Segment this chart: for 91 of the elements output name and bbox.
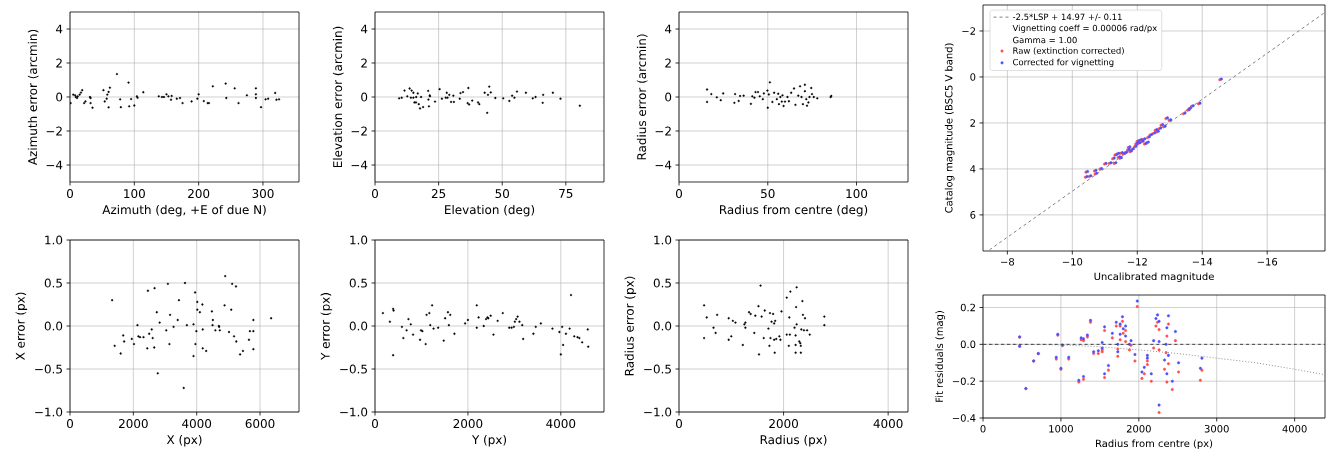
y-axis-title: Elevation error (arcmin) <box>332 26 344 168</box>
y-tick-label: 0.5 <box>349 278 367 288</box>
x-tick-label: 300 <box>252 189 274 199</box>
x-tick-label: 6000 <box>245 419 275 429</box>
y-tick-label: 4 <box>664 24 672 34</box>
x-tick-label: 2000 <box>119 419 148 429</box>
y-axis-title: Radius error (arcmin) <box>636 34 648 160</box>
y-tick-label: 4 <box>970 165 976 173</box>
x-axis-title: X (px) <box>166 434 202 447</box>
y-axis-title: Radius error (px) <box>624 276 637 376</box>
x-tick-label: 4000 <box>873 419 903 429</box>
x-tick-label: 1000 <box>1049 425 1073 433</box>
legend-label: Corrected for vignetting <box>1013 58 1114 67</box>
y-axis-title: Azimuth error (arcmin) <box>27 29 39 166</box>
y-axis-title: Fit residuals (mag) <box>935 311 945 402</box>
y-tick-label: −0.2 <box>952 377 975 385</box>
x-tick-label: −12 <box>1127 258 1147 266</box>
y-tick-label: 4 <box>55 24 63 34</box>
x-tick-label: 0 <box>66 419 74 429</box>
x-tick-label: 2000 <box>769 419 798 429</box>
y-tick-label: 0.5 <box>653 278 671 288</box>
y-tick-label: 1.0 <box>654 235 672 245</box>
x-tick-label: 0 <box>371 189 379 199</box>
y-tick-label: −1.0 <box>35 407 63 417</box>
x-axis-title: Radius from centre (px) <box>1096 439 1213 450</box>
y-tick-label: 1.0 <box>45 235 63 245</box>
x-tick-label: 0 <box>675 189 683 199</box>
x-tick-label: 0 <box>980 425 986 433</box>
y-tick-label: 0 <box>361 92 368 102</box>
annotation: Gamma = 1.00 <box>1013 36 1077 44</box>
y-tick-label: −4 <box>351 160 368 170</box>
y-tick-label: −0.5 <box>340 364 367 374</box>
y-tick-label: 0.0 <box>349 321 368 331</box>
y-tick-label: −2 <box>962 27 975 35</box>
x-tick-label: 4000 <box>182 419 212 429</box>
y-tick-label: 6 <box>970 211 976 219</box>
x-axis-title: Azimuth (deg, +E of due N) <box>102 204 266 217</box>
x-tick-label: −14 <box>1192 258 1213 266</box>
x-tick-label: 4000 <box>546 419 576 429</box>
x-tick-label: 50 <box>761 189 775 199</box>
y-axis-title: X error (px) <box>15 292 28 360</box>
y-tick-label: 0.5 <box>44 278 62 288</box>
y-tick-label: −2 <box>351 126 367 136</box>
y-tick-label: −1.0 <box>644 407 672 417</box>
x-tick-label: −10 <box>1062 258 1083 266</box>
y-tick-label: −2 <box>655 126 671 136</box>
x-tick-label: 75 <box>559 189 573 198</box>
x-axis-title: Uncalibrated magnitude <box>1094 272 1214 283</box>
y-tick-label: −0.5 <box>35 364 62 374</box>
legend-label: Raw (extinction corrected) <box>1013 47 1124 55</box>
y-tick-label: 0.0 <box>44 321 63 331</box>
y-axis-title: Y error (px) <box>320 293 333 360</box>
x-tick-label: −8 <box>1001 258 1015 266</box>
x-tick-label: 100 <box>124 189 145 199</box>
x-axis-title: Y (px) <box>471 434 507 447</box>
x-axis-title: Radius from centre (deg) <box>719 204 868 217</box>
y-tick-label: 0 <box>665 92 672 102</box>
x-tick-label: 2000 <box>1126 425 1151 433</box>
x-tick-label: 3000 <box>1204 425 1229 433</box>
y-tick-label: −1.0 <box>340 407 368 417</box>
x-tick-label: 4000 <box>1282 425 1307 433</box>
x-tick-label: 100 <box>846 189 868 199</box>
y-tick-label: 0.0 <box>653 321 672 331</box>
x-tick-label: 0 <box>675 419 683 429</box>
x-tick-label: 50 <box>495 189 510 199</box>
y-tick-label: −0.4 <box>952 414 976 422</box>
x-tick-label: 0 <box>66 189 74 199</box>
y-tick-label: 0.0 <box>960 340 976 349</box>
y-tick-label: 2 <box>56 58 62 68</box>
y-tick-label: 2 <box>970 119 975 127</box>
y-tick-label: 2 <box>361 58 367 68</box>
annotation: Vignetting coeff = 0.00006 rad/px <box>1012 24 1157 33</box>
y-tick-label: 0 <box>970 73 976 81</box>
y-tick-label: −4 <box>46 160 63 170</box>
y-tick-label: 2 <box>665 58 671 68</box>
x-tick-label: 0 <box>371 419 379 429</box>
y-tick-label: 4 <box>360 24 368 34</box>
y-tick-label: 1.0 <box>350 235 368 245</box>
y-tick-label: −0.5 <box>644 364 671 374</box>
x-axis-title: Elevation (deg) <box>445 204 535 217</box>
x-tick-label: 200 <box>188 189 210 199</box>
y-tick-label: 0 <box>56 92 63 102</box>
x-tick-label: 25 <box>431 189 446 199</box>
y-tick-label: −2 <box>46 126 62 136</box>
y-tick-label: 0.2 <box>960 303 975 312</box>
legend-label: -2.5*LSP + 14.97 +/- 0.11 <box>1012 13 1122 21</box>
x-tick-label: 2000 <box>453 419 483 429</box>
x-axis-title: Radius (px) <box>760 434 827 447</box>
y-axis-title: Catalog magnitude (BSC5 V band) <box>944 43 955 213</box>
y-tick-label: −4 <box>655 160 672 170</box>
x-tick-label: −16 <box>1257 258 1278 266</box>
